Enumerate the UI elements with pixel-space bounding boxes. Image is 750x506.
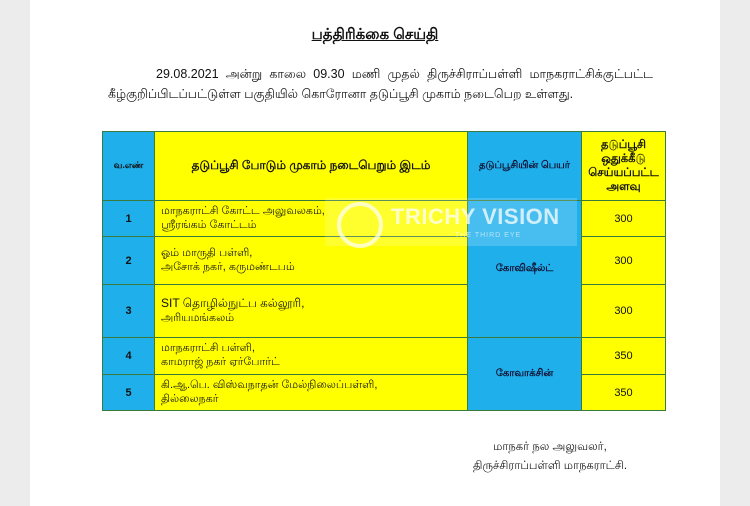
place-cell: மாநகராட்சி பள்ளி, காமராஜ் நகர் ஏர்போர்ட் bbox=[154, 337, 468, 375]
table-row: 2 ஓம் மாருதி பள்ளி, அசோக் நகர், கருமண்டபம… bbox=[102, 236, 666, 285]
signature-organization: திருச்சிராப்பள்ளி மாநகராட்சி. bbox=[472, 460, 628, 472]
serial-cell: 4 bbox=[102, 337, 155, 375]
table-header-row: வ.எண் தடுப்பூசி போடும் முகாம் நடைபெறும் … bbox=[102, 131, 666, 201]
place-line: அரியமங்கலம் bbox=[161, 312, 235, 324]
signature-title: மாநகர் நல அலுவலர், bbox=[493, 441, 607, 453]
place-line: SIT தொழில்நுட்ப கல்லூரி, bbox=[161, 296, 305, 310]
place-line: மாநகராட்சி பள்ளி, bbox=[161, 342, 255, 354]
table-row: 1 மாநகராட்சி கோட்ட அலுவலகம், ஸ்ரீரங்கம் க… bbox=[102, 200, 666, 338]
quantity-cell: 300 bbox=[581, 284, 666, 338]
place-line: அசோக் நகர், கருமண்டபம் bbox=[161, 260, 295, 273]
place-line: ஓம் மாருதி பள்ளி, bbox=[161, 246, 253, 259]
serial-cell: 2 bbox=[102, 236, 155, 285]
serial-cell: 5 bbox=[102, 374, 155, 411]
place-line: மாநகராட்சி கோட்ட அலுவலகம், bbox=[161, 204, 325, 217]
signature-block: மாநகர் நல அலுவலர், திருச்சிராப்பள்ளி மாந… bbox=[430, 438, 670, 476]
quantity-cell: 350 bbox=[581, 337, 666, 375]
table-row: 5 கி.ஆ.பெ. விஸ்வநாதன் மேல்நிலைப்பள்ளி, தி… bbox=[102, 374, 666, 411]
table-row: 4 மாநகராட்சி பள்ளி, காமராஜ் நகர் ஏர்போர்ட… bbox=[102, 337, 666, 411]
header-quantity: தடுப்பூசி ஒதுக்கீடு செய்யப்பட்ட அளவு bbox=[581, 131, 666, 201]
serial-cell: 1 bbox=[102, 200, 155, 237]
vaccination-camp-table: வ.எண் தடுப்பூசி போடும் முகாம் நடைபெறும் … bbox=[102, 131, 666, 411]
header-vaccine: தடுப்பூசியின் பெயர் bbox=[467, 131, 582, 201]
vaccine-cell: கோவிஷீல்ட் bbox=[467, 200, 582, 338]
place-cell: மாநகராட்சி கோட்ட அலுவலகம், ஸ்ரீரங்கம் கோட… bbox=[154, 200, 468, 237]
place-line: காமராஜ் நகர் ஏர்போர்ட் bbox=[161, 356, 280, 368]
place-line: தில்லைநகர் bbox=[161, 392, 219, 405]
place-cell: ஓம் மாருதி பள்ளி, அசோக் நகர், கருமண்டபம் bbox=[154, 236, 468, 285]
place-cell: கி.ஆ.பெ. விஸ்வநாதன் மேல்நிலைப்பள்ளி, தில்… bbox=[154, 374, 468, 411]
quantity-cell: 350 bbox=[581, 374, 666, 411]
place-cell: SIT தொழில்நுட்ப கல்லூரி, அரியமங்கலம் bbox=[154, 284, 468, 338]
header-place: தடுப்பூசி போடும் முகாம் நடைபெறும் இடம் bbox=[154, 131, 468, 201]
quantity-cell: 300 bbox=[581, 236, 666, 285]
place-line: கி.ஆ.பெ. விஸ்வநாதன் மேல்நிலைப்பள்ளி, bbox=[161, 378, 378, 391]
announcement-paragraph: 29.08.2021 அன்று காலை 09.30 மணி முதல் தி… bbox=[108, 64, 653, 104]
vaccine-cell: கோவாக்சின் bbox=[467, 337, 582, 411]
place-line: ஸ்ரீரங்கம் கோட்டம் bbox=[161, 218, 257, 231]
page-title: பத்திரிக்கை செய்தி bbox=[311, 26, 439, 43]
serial-cell: 3 bbox=[102, 284, 155, 338]
quantity-cell: 300 bbox=[581, 200, 666, 237]
paragraph-text: 29.08.2021 அன்று காலை 09.30 மணி முதல் தி… bbox=[108, 67, 653, 101]
header-serial: வ.எண் bbox=[102, 131, 155, 201]
table-row: 3 SIT தொழில்நுட்ப கல்லூரி, அரியமங்கலம் 30… bbox=[102, 284, 666, 338]
